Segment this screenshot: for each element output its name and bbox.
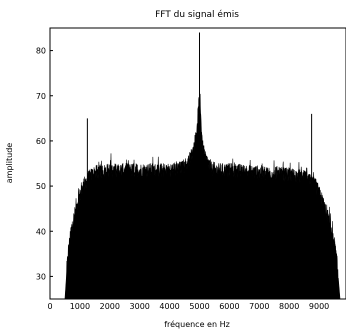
spectrum-area xyxy=(64,91,341,299)
x-tick-label: 5000 xyxy=(189,302,209,311)
y-tick-label: 40 xyxy=(36,227,46,236)
y-tick-label: 70 xyxy=(36,92,46,101)
x-tick-label: 2000 xyxy=(100,302,120,311)
x-tick-label: 4000 xyxy=(159,302,179,311)
x-tick-label: 6000 xyxy=(219,302,239,311)
y-tick-label: 30 xyxy=(36,272,46,281)
y-axis-label: amplitude xyxy=(5,143,14,184)
x-tick-label: 8000 xyxy=(279,302,299,311)
y-tick-label: 80 xyxy=(36,47,46,56)
x-tick-label: 0 xyxy=(47,302,52,311)
plot-frame xyxy=(49,27,346,300)
chart-title: FFT du signal émis xyxy=(155,9,239,20)
x-tick-label: 1000 xyxy=(70,302,90,311)
y-tick-label: 60 xyxy=(36,137,46,146)
x-tick-label: 3000 xyxy=(130,302,150,311)
x-tick-label: 9000 xyxy=(309,302,329,311)
x-axis: 0 1000 2000 3000 4000 5000 6000 7000 8000 9000 xyxy=(47,296,329,311)
y-tick-label: 50 xyxy=(36,182,46,191)
y-axis: 30 40 50 60 70 80 xyxy=(36,47,53,281)
x-axis-label: fréquence en Hz xyxy=(164,319,230,329)
x-tick-label: 7000 xyxy=(249,302,269,311)
